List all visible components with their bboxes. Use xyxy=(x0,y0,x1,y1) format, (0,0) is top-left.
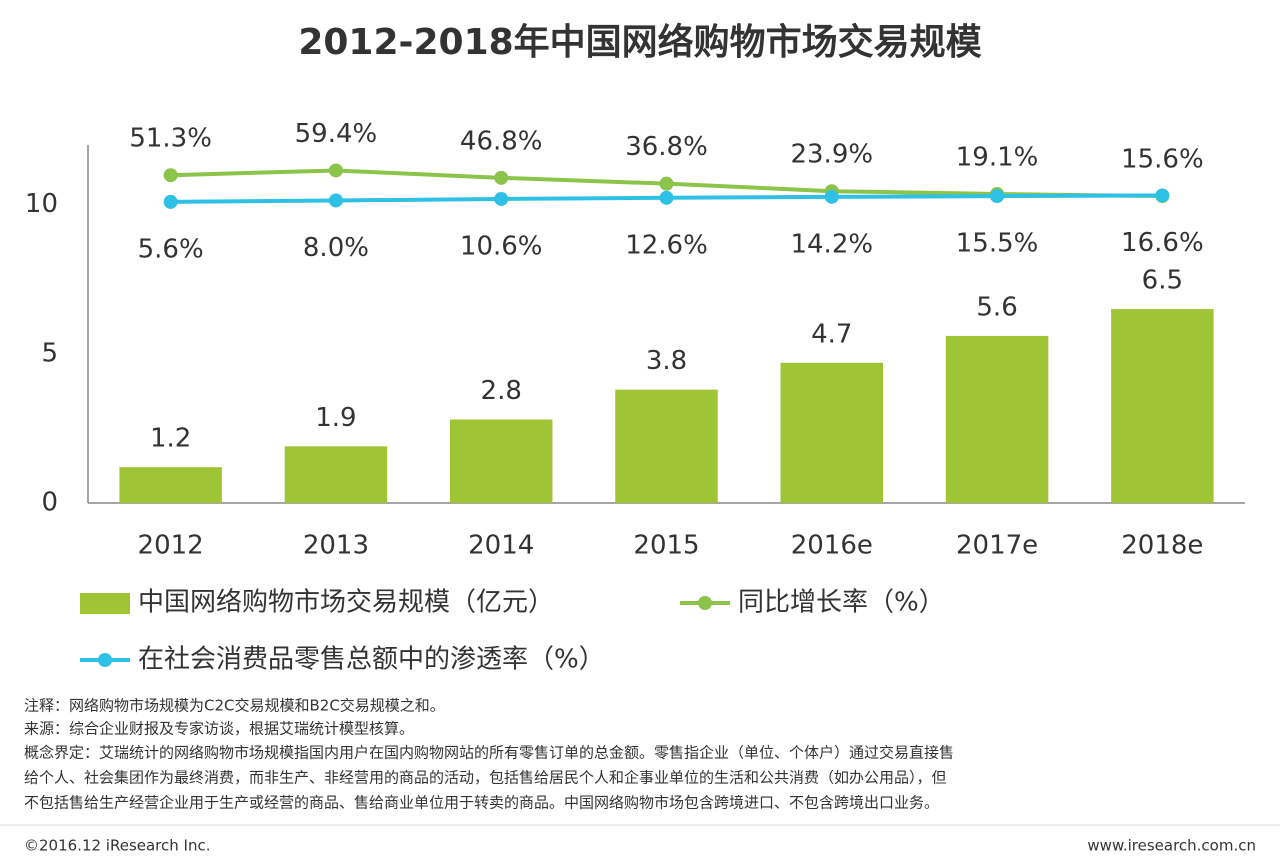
bar-value-label: 5.6 xyxy=(976,292,1017,322)
x-tick-label: 2018e xyxy=(1121,531,1203,561)
line-point xyxy=(494,170,509,185)
bar xyxy=(945,335,1049,503)
bar xyxy=(449,419,553,503)
x-tick-label: 2013 xyxy=(303,531,369,561)
line-point xyxy=(659,176,674,191)
line-value-label: 23.9% xyxy=(790,140,873,170)
y-tick-label: 0 xyxy=(41,488,58,518)
note: 来源：综合企业财报及专家访谈，根据艾瑞统计模型核算。 xyxy=(24,720,414,738)
line-value-label: 15.5% xyxy=(956,229,1039,259)
line-value-label: 10.6% xyxy=(460,231,543,261)
bar-value-label: 1.9 xyxy=(315,403,356,433)
line-point xyxy=(494,191,509,206)
line-point xyxy=(990,189,1005,204)
legend-marker xyxy=(698,596,712,610)
legend-label: 同比增长率（%） xyxy=(738,588,945,618)
line-value-label: 12.6% xyxy=(625,230,708,260)
footer-left: ©2016.12 iResearch Inc. xyxy=(24,837,210,855)
bar xyxy=(780,362,884,503)
line-value-label: 8.0% xyxy=(303,233,369,263)
line-value-label: 16.6% xyxy=(1121,228,1204,258)
x-tick-label: 2017e xyxy=(956,531,1038,561)
note: 不包括售给生产经营企业用于生产或经营的商品、售给商业单位用于转卖的商品。中国网络… xyxy=(24,794,939,812)
note: 注释：网络购物市场规模为C2C交易规模和B2C交易规模之和。 xyxy=(24,697,445,715)
note: 给个人、社会集团作为最终消费，而非生产、非经营用的商品的活动，包括售给居民个人和… xyxy=(24,769,947,787)
bar xyxy=(119,467,222,503)
legend-marker xyxy=(98,653,112,667)
x-tick-label: 2015 xyxy=(633,531,699,561)
line-value-label: 15.6% xyxy=(1121,145,1204,175)
line-value-label: 19.1% xyxy=(956,142,1039,172)
bar-value-label: 1.2 xyxy=(150,424,191,454)
bar xyxy=(615,389,718,503)
line-value-label: 46.8% xyxy=(460,126,543,156)
line-value-label: 51.3% xyxy=(129,124,212,154)
bar-value-label: 3.8 xyxy=(646,346,687,376)
line-point xyxy=(1155,188,1170,203)
y-tick-label: 10 xyxy=(25,189,58,219)
legend-label: 中国网络购物市场交易规模（亿元） xyxy=(138,588,554,618)
line-value-label: 14.2% xyxy=(790,229,873,259)
line-point xyxy=(659,190,674,205)
bar-value-label: 4.7 xyxy=(811,319,852,349)
line-point xyxy=(163,168,178,183)
x-tick-label: 2014 xyxy=(468,531,534,561)
bar-value-label: 6.5 xyxy=(1142,266,1183,296)
line-point xyxy=(824,189,839,204)
x-tick-label: 2012 xyxy=(138,531,204,561)
line-point xyxy=(163,194,178,209)
line-point xyxy=(328,193,343,208)
legend-label: 在社会消费品零售总额中的渗透率（%） xyxy=(138,645,605,675)
y-tick-label: 5 xyxy=(41,338,58,368)
bar-value-label: 2.8 xyxy=(481,376,522,406)
x-tick-label: 2016e xyxy=(791,531,873,561)
line-value-label: 59.4% xyxy=(295,119,378,149)
note: 概念界定：艾瑞统计的网络购物市场规模指国内用户在国内购物网站的所有零售订单的总金… xyxy=(24,744,954,762)
line-value-label: 5.6% xyxy=(138,234,204,264)
bar xyxy=(1111,309,1214,503)
bar xyxy=(284,446,388,503)
chart-title: 2012-2018年中国网络购物市场交易规模 xyxy=(298,21,981,63)
line-value-label: 36.8% xyxy=(625,132,708,162)
footer-right: www.iresearch.com.cn xyxy=(1087,837,1256,855)
legend-swatch xyxy=(80,593,130,614)
line-point xyxy=(328,163,343,178)
